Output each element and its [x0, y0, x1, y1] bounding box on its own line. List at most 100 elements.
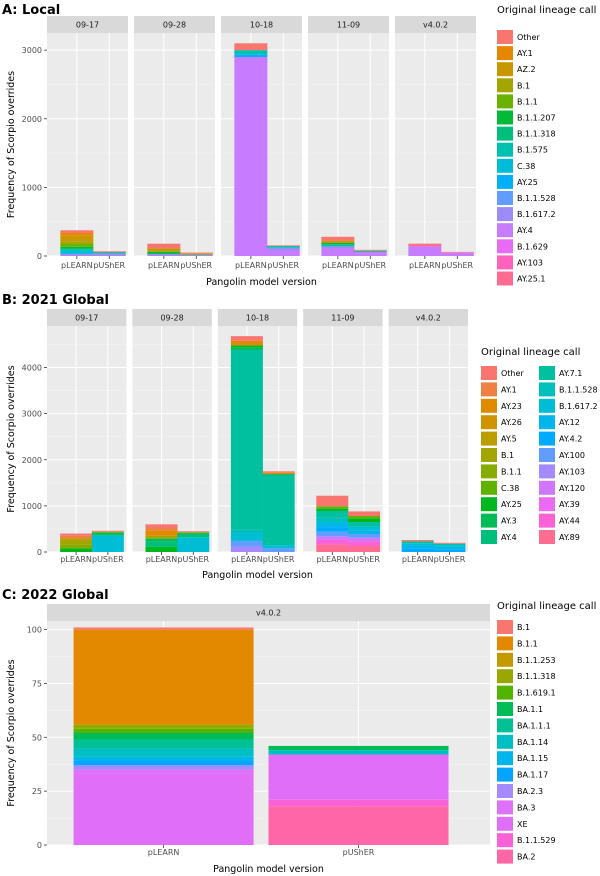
bar-segment-Other: [92, 251, 126, 252]
bar-segment-AY.103: [440, 252, 474, 253]
facet-label: v4.0.2: [256, 609, 281, 618]
bar-segment-B.1.617.2: [179, 254, 213, 256]
x-tick-label: pLEARN: [60, 555, 92, 564]
chart-panel-3: C: 2022 Global 0 25 50 75 100 v4.0.2 pLEARN pUSh…: [2, 588, 596, 875]
chart-title: C: 2022 Global: [2, 588, 109, 603]
panel-background: [308, 33, 389, 256]
legend-item: AY.3: [481, 513, 517, 528]
bar-segment-AY.100: [230, 540, 263, 547]
legend-label: AY.103: [559, 467, 585, 476]
legend-swatch: [497, 255, 513, 270]
legend-label: B.1.1.529: [517, 836, 556, 845]
facet-strip: [47, 16, 128, 33]
bar-segment-AY.7.1: [262, 475, 295, 546]
legend-swatch: [497, 685, 513, 700]
legend: Original lineage call B.1 B.1.1 B.1.1.253 B.…: [497, 601, 596, 864]
panel-background: [395, 33, 476, 256]
x-tick-label: pUShER: [263, 555, 295, 564]
legend-label: BA.3: [517, 803, 535, 812]
x-tick-label: pLEARN: [148, 261, 180, 270]
legend-label: B.1: [501, 451, 514, 460]
bar-segment-AY.89: [316, 544, 349, 552]
bar-segment-AY.44: [348, 541, 381, 547]
bar-segment-B.1.617.2: [401, 543, 434, 546]
y-tick-label: 0: [37, 548, 42, 557]
legend-item: B.1.617.2: [497, 207, 556, 222]
legend-swatch: [497, 636, 513, 651]
bar-segment-BA.1.1: [268, 745, 449, 751]
legend-label: XE: [517, 820, 528, 829]
bar-segment-AY.25: [234, 54, 268, 58]
bar-segment-B.1.617.2: [92, 253, 126, 256]
legend-swatch: [481, 464, 497, 479]
legend-label: C.38: [517, 162, 535, 171]
legend-swatch: [497, 142, 513, 157]
legend-label: AY.4: [517, 226, 533, 235]
y-tick-label: 100: [27, 626, 42, 635]
legend-item: AY.7.1: [539, 366, 582, 380]
legend-label: B.1: [517, 623, 530, 632]
bar-segment-AY.7.1: [401, 541, 434, 544]
legend-swatch: [539, 431, 555, 446]
bar-segment-AY.1: [145, 528, 178, 531]
legend-item: BA.3: [497, 800, 535, 815]
legend-label: AY.120: [559, 484, 585, 493]
legend-swatch: [497, 174, 513, 189]
legend-item: AY.25.1: [497, 271, 545, 286]
legend-item: B.1: [497, 620, 530, 634]
legend-label: AY.1: [501, 385, 517, 394]
legend-swatch: [539, 530, 555, 544]
bar-segment-AY.100: [262, 548, 295, 552]
y-tick-label: 4000: [22, 364, 42, 373]
bar-segment-Other: [177, 531, 210, 533]
legend-swatch: [497, 751, 513, 766]
bar-segment-AY.3: [230, 347, 263, 350]
legend-item: B.1.1: [497, 636, 538, 651]
legend-item: AY.89: [539, 530, 580, 544]
legend-title: Original lineage call: [481, 347, 580, 358]
bar-segment-AY.4: [145, 541, 178, 547]
bar-segment-AY.3: [262, 474, 295, 476]
bar-segment-B.1.1: [177, 532, 210, 534]
bar-segment-XE: [268, 754, 449, 800]
bar-segment-BA.1.14: [73, 748, 254, 757]
x-tick-label: pLEARN: [146, 555, 178, 564]
bar-segment-Other: [433, 542, 466, 544]
legend-label: AY.5: [501, 435, 517, 444]
facet-strip: [132, 309, 212, 326]
legend-swatch: [497, 849, 513, 864]
bar-segment-B.1.617.2: [230, 533, 263, 541]
bar-segment-AY.103: [230, 546, 263, 552]
bar-segment-B.1.1.318: [60, 248, 94, 250]
bar-segment-B.1.575: [234, 50, 268, 55]
y-tick-label: 1000: [22, 183, 42, 192]
bar-segment-AY.12: [348, 530, 381, 535]
x-tick-label: pLEARN: [409, 261, 441, 270]
bar-segment-AY.25: [60, 548, 93, 552]
legend-item: B.1.619.1: [497, 685, 556, 700]
bar-segment-Other: [408, 243, 442, 246]
legend-item: AY.120: [539, 480, 585, 495]
legend-swatch: [497, 126, 513, 141]
legend-item: AY.44: [539, 513, 580, 528]
y-tick-label: 75: [32, 679, 42, 688]
y-tick-label: 0: [37, 252, 42, 261]
legend-label: B.1.1.207: [517, 114, 556, 123]
y-tick-label: 2000: [22, 115, 42, 124]
bar-segment-B.1.617.2: [433, 545, 466, 547]
x-tick-label: pLEARN: [231, 555, 263, 564]
legend-label: AY.25: [501, 500, 522, 509]
bar-segment-B.1.617.2: [353, 251, 387, 254]
legend-item: AY.5: [481, 431, 517, 446]
facet-label: 09-17: [75, 314, 98, 323]
bar-segment-Other: [321, 236, 355, 241]
panel-background: [134, 33, 215, 256]
bar-segment-B.1.617.2: [321, 246, 355, 249]
legend-label: AY.4.2: [559, 435, 582, 444]
bar-segment-B.1.575: [353, 250, 387, 252]
y-tick-label: 2000: [22, 456, 42, 465]
legend-swatch: [497, 669, 513, 684]
y-axis-label: Frequency of Scorpio overrides: [6, 659, 17, 806]
legend-label: B.1.1.318: [517, 672, 556, 681]
bar-segment-AY.23: [230, 340, 263, 346]
